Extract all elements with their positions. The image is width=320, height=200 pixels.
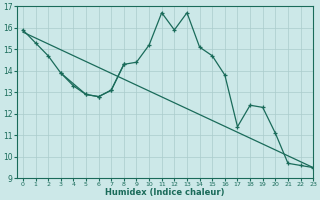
X-axis label: Humidex (Indice chaleur): Humidex (Indice chaleur) <box>105 188 225 197</box>
